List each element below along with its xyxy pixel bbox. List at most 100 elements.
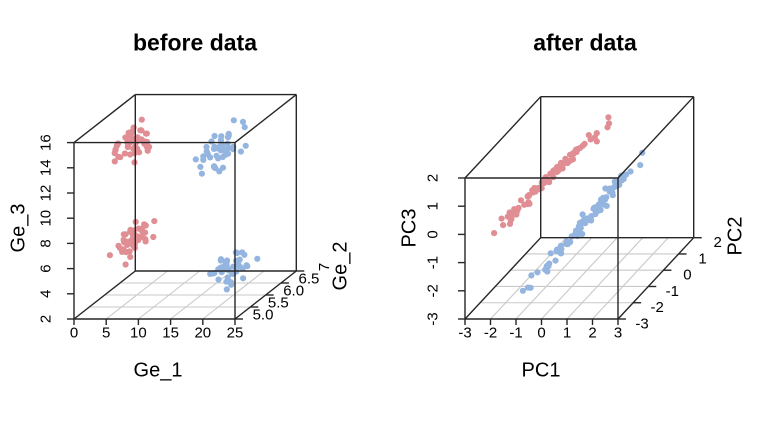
data-point (600, 201, 607, 208)
data-point (540, 179, 547, 186)
tick-label: -2 (484, 325, 497, 342)
data-point (142, 130, 150, 137)
data-point (575, 223, 583, 230)
tick-label: 2 (425, 174, 442, 182)
tick-label: 2 (714, 234, 722, 251)
data-point (125, 129, 132, 136)
axis-ticks (458, 177, 702, 325)
data-point (526, 200, 533, 207)
data-point (543, 263, 550, 270)
floor-grid-line (138, 270, 201, 320)
data-point (131, 159, 138, 166)
tick-label: 16 (38, 134, 55, 151)
after-z-axis-title: PC3 (398, 208, 421, 248)
before-x-axis-title: Ge_1 (133, 359, 183, 382)
data-point (244, 263, 251, 270)
data-point (553, 248, 560, 255)
data-point (611, 178, 618, 185)
data-point (198, 170, 205, 177)
data-point (223, 264, 230, 271)
data-point (237, 263, 244, 270)
data-point (627, 168, 634, 175)
box-edge (73, 94, 136, 144)
tick-label: 5.0 (253, 307, 274, 324)
data-point (239, 249, 246, 256)
tick-label: 1 (563, 325, 571, 342)
data-point (574, 230, 581, 238)
data-point (239, 118, 247, 125)
data-point (228, 281, 235, 288)
data-point (241, 124, 248, 131)
tick-label: -1 (425, 256, 442, 269)
data-point (144, 147, 151, 154)
data-point (598, 196, 605, 203)
data-point (128, 240, 135, 247)
floor-grid-line (541, 237, 618, 320)
data-point (115, 140, 122, 147)
data-point (120, 231, 127, 238)
tick-label: 2 (38, 315, 55, 323)
tick-label: 15 (162, 325, 179, 342)
data-point (232, 249, 239, 256)
before-plot: 0 5 10 15 20 25 2 4 6 8 10 12 14 16 5.05.56.06.57 (38, 93, 333, 342)
data-point (557, 242, 565, 249)
tick-label: 20 (194, 325, 211, 342)
data-point (504, 213, 511, 220)
data-point (564, 241, 571, 248)
data-point (519, 287, 527, 294)
data-point (203, 143, 210, 151)
tick-label: 3 (614, 325, 622, 342)
data-point (591, 134, 598, 141)
data-point (217, 257, 224, 264)
data-point (568, 233, 575, 240)
data-point (547, 250, 554, 257)
data-point (207, 154, 214, 161)
data-point (524, 284, 532, 291)
tick-label: 2 (588, 325, 596, 342)
data-point (129, 235, 136, 242)
data-point (115, 153, 122, 160)
data-point (579, 142, 586, 149)
data-point (240, 275, 247, 282)
data-point (222, 259, 229, 266)
data-point (525, 192, 532, 200)
data-point (242, 142, 249, 149)
tick-label: 7 (316, 263, 333, 271)
data-point (142, 229, 149, 236)
box-edge (73, 270, 136, 320)
data-point (197, 163, 204, 170)
box-edge (234, 94, 297, 144)
data-point (584, 215, 591, 222)
box-edge (617, 237, 695, 320)
data-point (552, 257, 559, 264)
data-point (573, 148, 580, 156)
data-point (141, 221, 148, 228)
data-point (106, 252, 113, 259)
data-point (605, 114, 612, 121)
data-point (211, 132, 218, 140)
tick-label: 8 (38, 239, 55, 247)
tick-label: 1 (698, 250, 706, 267)
tick-label: -3 (425, 312, 442, 325)
data-points (106, 116, 261, 293)
data-point (514, 207, 521, 214)
tick-label: 0 (425, 230, 442, 238)
after-x-axis-title: PC1 (521, 359, 561, 382)
after-plot-title: after data (533, 29, 637, 56)
tick-label: 25 (227, 325, 244, 342)
tick-label: 6.0 (283, 283, 304, 300)
data-point (557, 159, 565, 166)
data-point (223, 286, 230, 293)
data-point (217, 137, 224, 144)
tick-label: -1 (509, 325, 522, 342)
box-frame (73, 93, 297, 320)
data-point (121, 239, 128, 246)
data-point (594, 203, 601, 210)
data-point (131, 145, 138, 152)
before-plot-title: before data (133, 29, 257, 56)
data-point (200, 153, 207, 160)
tick-label: 1 (425, 202, 442, 210)
